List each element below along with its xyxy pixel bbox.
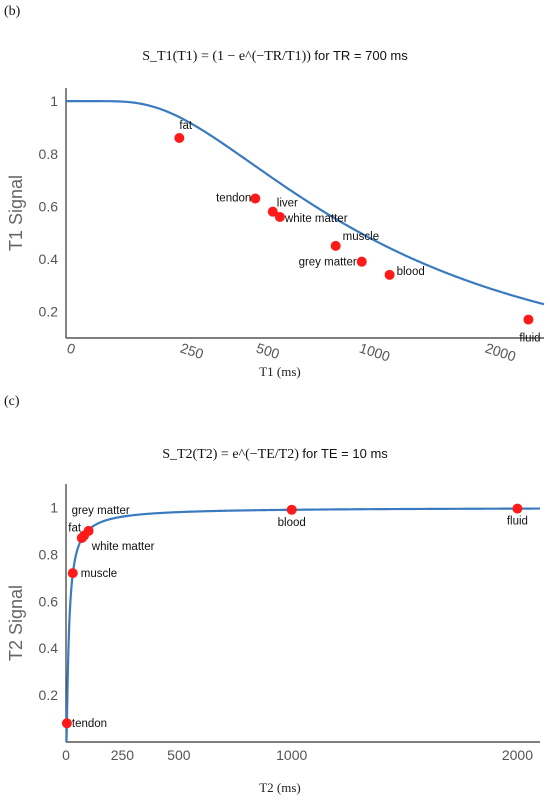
signal-curve [65, 507, 541, 744]
data-point [83, 525, 94, 536]
x-tick-label: 500 [254, 340, 281, 363]
data-point-label: white matter [284, 213, 348, 225]
y-axis-label: T1 Signal [6, 175, 26, 251]
data-point-label: white matter [91, 541, 155, 553]
x-tick-label: 2000 [483, 340, 518, 365]
data-point [286, 504, 297, 515]
x-axis-label: T1 (ms) [259, 364, 301, 379]
data-point-label: fat [179, 120, 193, 132]
y-tick-label: 0.4 [39, 640, 59, 656]
data-point-label: tendon [216, 193, 251, 205]
data-point [523, 314, 534, 325]
data-point-label: tendon [72, 718, 107, 730]
data-point [274, 211, 285, 222]
y-tick-label: 0.8 [39, 146, 59, 162]
y-tick-label: 1 [50, 93, 58, 109]
y-tick-label: 0.2 [39, 304, 59, 320]
data-point-label: grey matter [72, 505, 130, 517]
y-tick-label: 0.4 [39, 251, 59, 267]
x-tick-label: 1000 [358, 340, 393, 365]
x-tick-label: 1000 [276, 747, 307, 763]
data-point [174, 133, 185, 143]
data-point [267, 206, 278, 217]
x-axis-label: T2 (ms) [259, 780, 301, 795]
panel-c-formula-tail: for TE = 10 ms [302, 446, 388, 461]
y-tick-label: 0.2 [39, 687, 59, 703]
data-point-label: grey matter [299, 257, 357, 269]
x-tick-label: 250 [178, 340, 205, 363]
y-tick-label: 0.6 [39, 593, 59, 609]
panel-c-formula: S_T2(T2) = e^(−TE/T2) for TE = 10 ms [0, 446, 550, 463]
panel-c-formula-expression: S_T2(T2) = e^(−TE/T2) [162, 447, 299, 462]
panel-b-label: (b) [4, 4, 21, 19]
data-point [384, 269, 395, 280]
data-point [67, 568, 78, 579]
data-point-label: fluid [519, 333, 540, 345]
x-tick-label: 250 [111, 747, 135, 763]
x-tick-label: 0 [62, 747, 70, 763]
x-tick-label: 2000 [502, 747, 533, 763]
data-point [330, 240, 341, 251]
panel-b-formula-tail: for TR = 700 ms [314, 48, 408, 63]
y-tick-label: 1 [50, 499, 58, 515]
panel-b-formula: S_T1(T1) = (1 − e^(−TR/T1)) for TR = 700… [0, 48, 550, 65]
signal-curve [66, 100, 545, 306]
data-point [61, 718, 72, 729]
data-point [512, 503, 523, 514]
data-point [356, 256, 367, 267]
t1-signal-chart: 1 0.8 0.6 0.4 0.2 0 250 500 1000 2000 T1 Signal T1 … [6, 88, 545, 379]
y-axis-label: T2 Signal [6, 585, 26, 661]
data-point-label: liver [277, 198, 298, 210]
data-point-label: fat [68, 523, 82, 535]
data-point-label: blood [278, 517, 306, 529]
x-tick-label: 500 [167, 747, 191, 763]
data-point-label: muscle [343, 231, 379, 243]
y-tick-label: 0.8 [39, 546, 59, 562]
t2-signal-chart: 1 0.8 0.6 0.4 0.2 0 250 500 1000 2000 T2 Signal T2 … [6, 484, 541, 795]
data-point [250, 193, 261, 204]
data-point-label: muscle [81, 568, 117, 580]
data-point-label: blood [397, 266, 425, 278]
x-tick-label: 0 [65, 340, 78, 358]
panel-b-formula-expression: S_T1(T1) = (1 − e^(−TR/T1)) [142, 49, 311, 64]
panel-c-label: (c) [4, 394, 20, 409]
data-point-label: fluid [507, 516, 528, 528]
y-tick-label: 0.6 [39, 198, 59, 214]
